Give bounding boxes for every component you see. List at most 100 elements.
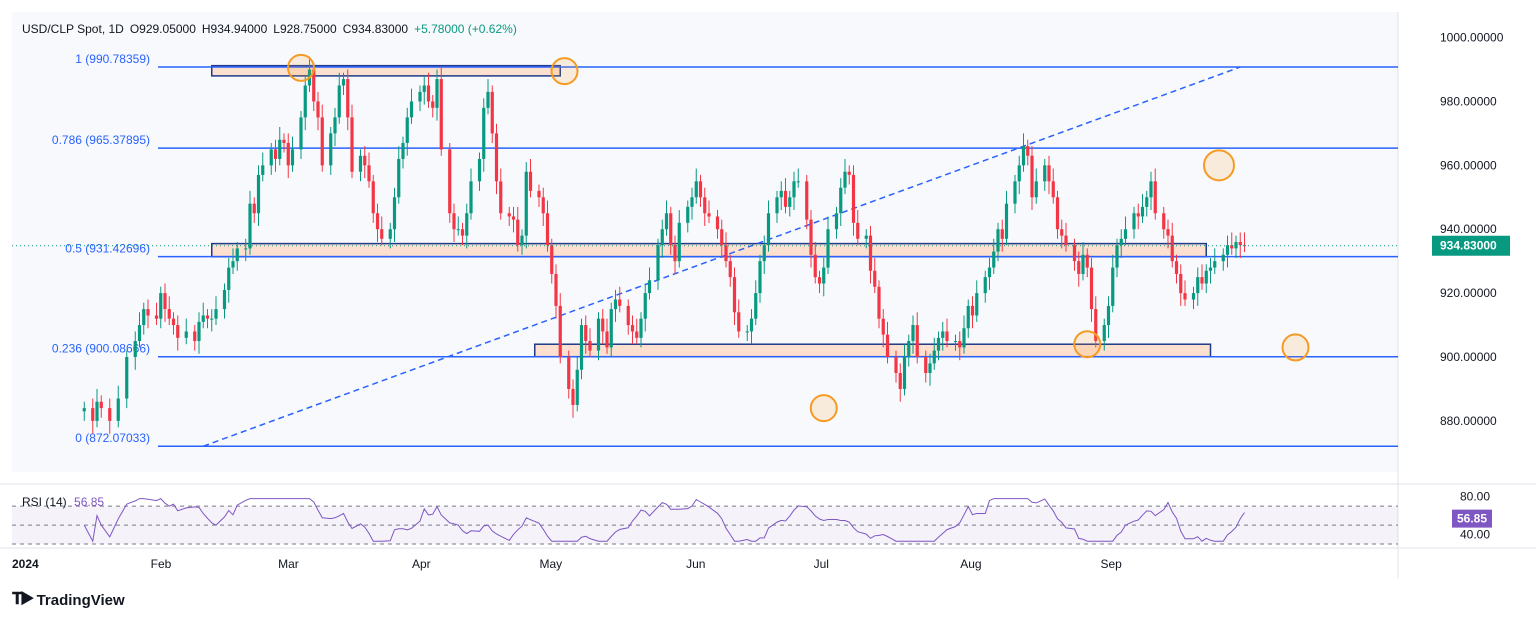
ohlc-open: O929.05000 [129, 22, 196, 36]
candle-body [715, 216, 720, 230]
candle-body [367, 165, 371, 182]
candle-body [894, 357, 898, 373]
candle-body [99, 401, 103, 409]
candle-body [690, 197, 694, 207]
price-tick-label: 960.00000 [1440, 158, 1497, 172]
pivot-marker [1281, 333, 1310, 362]
candle-body [630, 325, 635, 332]
candle-body [703, 197, 707, 214]
candle-body [1153, 181, 1157, 214]
candle-body [605, 331, 609, 348]
candle-body [826, 229, 830, 268]
candle-body [341, 79, 346, 86]
candle-body [924, 357, 928, 373]
candle-body [346, 79, 350, 118]
candle-body [337, 85, 341, 118]
candle-body [1111, 267, 1115, 306]
candle-body [116, 398, 120, 421]
symbol-title[interactable]: USD/CLP Spot, 1D [22, 22, 124, 36]
time-tick-label: Jun [686, 557, 705, 571]
candle-body [278, 139, 282, 159]
candle-body [962, 328, 966, 348]
candle-body [401, 142, 405, 159]
candle-body [1208, 267, 1213, 271]
candle-body [545, 213, 550, 246]
price-tick-label: 940.00000 [1440, 222, 1497, 236]
time-tick-label: Apr [412, 557, 431, 571]
candle-body [299, 117, 303, 150]
candle-body [214, 309, 218, 319]
candle-body [477, 158, 482, 182]
candle-body [664, 213, 669, 230]
candle-body [758, 261, 762, 294]
candle-body [363, 155, 367, 166]
tradingview-logo-icon: 𝐓▶ [12, 591, 35, 608]
candle-body [541, 197, 545, 214]
pivot-marker [550, 57, 579, 86]
candle-body [375, 213, 380, 230]
candle-body [426, 85, 431, 102]
candle-body [197, 321, 201, 342]
candle-body [558, 305, 562, 357]
candlestick-series [82, 56, 1247, 434]
candle-body [1136, 213, 1140, 217]
candle-body [201, 315, 205, 322]
symbol-header: USD/CLP Spot, 1D O929.05000 H934.94000 L… [22, 22, 517, 36]
candle-body [936, 337, 941, 351]
rsi-legend[interactable]: RSI (14) 56.85 [22, 495, 104, 509]
time-tick-label: Feb [151, 557, 172, 571]
candle-body [788, 197, 792, 207]
time-axis[interactable]: 2024 Feb Mar Apr May Jun Jul Aug Sep [12, 557, 1122, 571]
candle-body [371, 181, 375, 214]
candle-body [749, 318, 754, 332]
candle-body [448, 149, 452, 214]
candle-body [528, 171, 533, 191]
candle-body [499, 181, 503, 214]
candle-body [1106, 305, 1111, 326]
candle-body [1204, 270, 1208, 284]
candle-body [435, 79, 439, 108]
candle-body [316, 101, 320, 118]
candle-body [686, 206, 690, 223]
candle-body [571, 388, 575, 405]
candle-body [1132, 213, 1136, 230]
candle-body [452, 213, 456, 230]
candle-body [987, 267, 992, 278]
candle-body [1225, 245, 1230, 255]
candle-body [970, 305, 975, 316]
candle-body [350, 117, 354, 172]
candle-body [269, 149, 273, 166]
candle-body [1055, 197, 1060, 230]
candle-body [579, 325, 584, 370]
candle-body [775, 197, 779, 214]
ohlc-low: L928.75000 [273, 22, 337, 36]
time-tick-label: Jul [814, 557, 829, 571]
candle-body [1072, 245, 1077, 262]
candle-body [639, 318, 643, 338]
candle-body [996, 229, 1000, 252]
price-axis[interactable]: 1000.00000 980.00000 960.00000 940.00000 920… [12, 31, 1510, 428]
candle-body [992, 251, 996, 268]
candle-body [1115, 245, 1119, 268]
candle-body [660, 229, 664, 246]
candle-body [694, 181, 698, 198]
price-tick-label: 980.00000 [1440, 94, 1497, 108]
candle-body [864, 235, 868, 239]
candle-body [482, 107, 486, 159]
last-price-badge [1432, 235, 1510, 256]
fib-label: 0.236 (900.08666) [52, 342, 150, 356]
candle-body [171, 318, 176, 326]
candle-body [550, 245, 554, 274]
rsi-title: RSI (14) [22, 495, 67, 509]
price-tick-label: 880.00000 [1440, 414, 1497, 428]
candle-body [669, 213, 673, 246]
price-change: +5.78000 (+0.62%) [414, 22, 517, 36]
candle-body [983, 277, 987, 294]
candle-body [898, 372, 902, 389]
candle-body [839, 187, 843, 214]
candle-body [1077, 261, 1081, 274]
candle-body [388, 229, 392, 239]
tradingview-brand[interactable]: 𝐓▶ TradingView [12, 591, 125, 609]
